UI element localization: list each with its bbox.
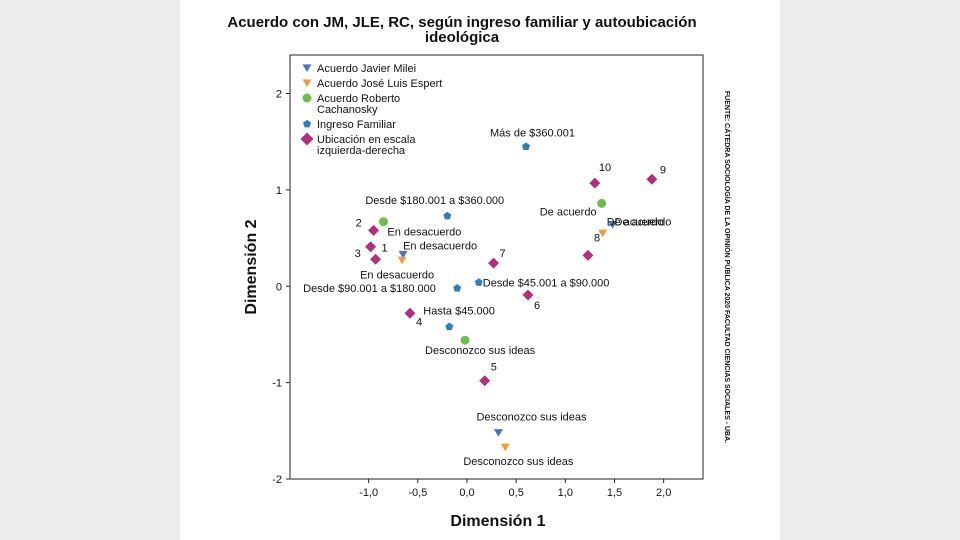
data-label: De acuerdo bbox=[540, 206, 597, 218]
data-label: En desacuerdo bbox=[360, 269, 434, 281]
data-point bbox=[397, 256, 407, 265]
data-label: Desde $180.001 a $360.000 bbox=[365, 195, 504, 207]
scatter-chart: Acuerdo con JM, JLE, RC, según ingreso f… bbox=[227, 14, 732, 530]
data-label: Desde $90.001 a $180.000 bbox=[303, 283, 436, 295]
legend-marker bbox=[302, 64, 312, 73]
data-point bbox=[479, 375, 491, 387]
data-point bbox=[368, 224, 380, 236]
chart-title-line-1: Acuerdo con JM, JLE, RC, según ingreso f… bbox=[227, 14, 696, 31]
data-point bbox=[500, 443, 510, 452]
data-label: 1 bbox=[382, 242, 388, 254]
x-tick-label: 0,0 bbox=[459, 487, 474, 499]
data-point bbox=[582, 249, 594, 261]
x-tick-label: 0,5 bbox=[509, 487, 524, 499]
data-label: 6 bbox=[534, 300, 540, 312]
data-label: 4 bbox=[416, 316, 422, 328]
legend-label: Ubicación en escala bbox=[317, 134, 416, 146]
data-label: Hasta $45.000 bbox=[423, 306, 495, 318]
y-axis-title: Dimensión 2 bbox=[243, 219, 260, 314]
data-point bbox=[522, 142, 530, 150]
data-point bbox=[453, 284, 462, 292]
legend-label: Cachanosky bbox=[317, 104, 378, 116]
data-label: 10 bbox=[599, 162, 611, 174]
data-point bbox=[445, 322, 454, 331]
data-point bbox=[398, 250, 408, 259]
data-label: En desacuerdo bbox=[387, 227, 461, 239]
data-point bbox=[443, 211, 452, 220]
data-point bbox=[460, 335, 470, 345]
y-tick-label: 2 bbox=[276, 89, 282, 101]
legend-label: Acuerdo Javier Milei bbox=[317, 63, 416, 75]
source-note: FUENTE: CÁTEDRA SOCIOLOGÍA DE LA OPINIÓN… bbox=[723, 91, 732, 443]
data-label: De acuerdo bbox=[615, 217, 672, 229]
chart-panel: Acuerdo con JM, JLE, RC, según ingreso f… bbox=[180, 0, 780, 540]
y-tick-label: -2 bbox=[272, 474, 282, 486]
data-label: 5 bbox=[491, 362, 497, 374]
data-label: Desconozco sus ideas bbox=[463, 456, 574, 468]
y-tick-label: -1 bbox=[272, 378, 282, 390]
data-point bbox=[488, 257, 500, 269]
data-label: 3 bbox=[355, 248, 361, 260]
data-point bbox=[589, 177, 601, 189]
data-label: Desde $45.001 a $90.000 bbox=[483, 277, 610, 289]
x-tick-label: 1,0 bbox=[558, 487, 573, 499]
data-point bbox=[598, 229, 608, 238]
data-label: Más de $360.001 bbox=[490, 128, 575, 140]
data-label: En desacuerdo bbox=[403, 240, 477, 252]
legend-marker bbox=[300, 132, 314, 146]
x-tick-label: 2,0 bbox=[656, 487, 671, 499]
data-point bbox=[493, 429, 503, 437]
data-label: De acuerdo bbox=[607, 216, 664, 228]
data-point bbox=[597, 198, 607, 208]
data-point bbox=[404, 307, 416, 319]
data-point bbox=[522, 289, 534, 301]
data-point bbox=[474, 278, 483, 286]
x-tick-label: -1,0 bbox=[359, 487, 378, 499]
data-label: 7 bbox=[500, 248, 506, 260]
legend-label: Ingreso Familiar bbox=[317, 119, 396, 131]
x-tick-label: -0,5 bbox=[408, 487, 427, 499]
x-tick-label: 1,5 bbox=[607, 487, 622, 499]
chart-title-line-2: ideológica bbox=[425, 29, 500, 46]
legend-label: izquierda-derecha bbox=[317, 145, 406, 157]
legend-label: Acuerdo Roberto bbox=[317, 93, 400, 105]
data-point bbox=[608, 221, 618, 229]
legend-marker bbox=[302, 93, 312, 103]
data-point bbox=[378, 217, 388, 227]
x-axis-title: Dimensión 1 bbox=[450, 513, 545, 530]
data-label: Desconozco sus ideas bbox=[425, 345, 536, 357]
plot-frame bbox=[289, 54, 704, 480]
data-label: Desconozco sus ideas bbox=[476, 412, 587, 424]
legend-marker bbox=[302, 79, 312, 88]
data-label: 9 bbox=[660, 164, 666, 176]
y-tick-label: 1 bbox=[276, 185, 282, 197]
legend-marker bbox=[303, 119, 311, 128]
legend-label: Acuerdo José Luis Espert bbox=[317, 78, 442, 90]
data-point bbox=[365, 241, 377, 253]
y-tick-label: 0 bbox=[276, 281, 282, 293]
data-point bbox=[370, 253, 382, 265]
data-point bbox=[646, 173, 658, 185]
data-label: 8 bbox=[594, 232, 600, 244]
data-label: 2 bbox=[356, 217, 362, 229]
